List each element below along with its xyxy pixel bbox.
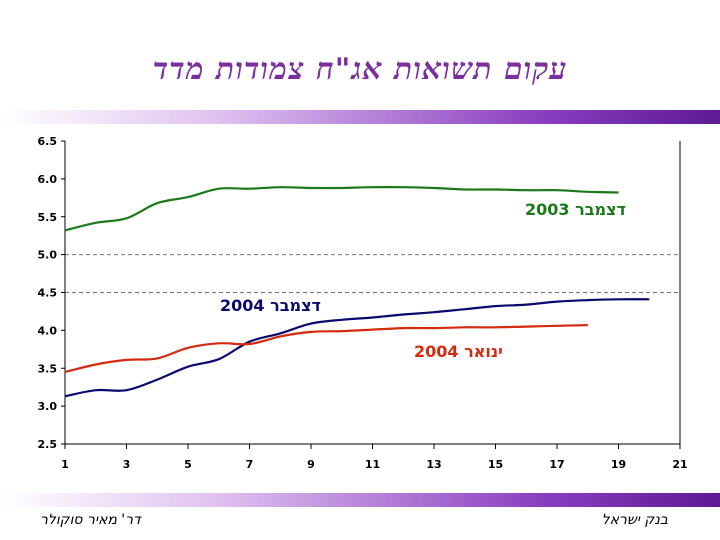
- series-line-jan-2004: [64, 324, 588, 374]
- top-decorative-bar: [0, 110, 720, 124]
- y-tick-label: 4.5: [38, 287, 58, 300]
- x-tick-label: 5: [184, 458, 192, 471]
- y-tick-label: 6.0: [38, 173, 58, 186]
- y-tick-label: 3.0: [38, 400, 58, 413]
- x-tick-label: 3: [123, 458, 131, 471]
- x-tick-label: 21: [672, 458, 687, 471]
- series-line-dec-2003: [64, 186, 619, 232]
- x-tick-label: 19: [611, 458, 626, 471]
- x-tick-label: 1: [61, 458, 69, 471]
- series-label-dec-2003: דצמבר 2003: [525, 200, 626, 219]
- series-label-dec-2004: דצמבר 2004: [220, 296, 321, 315]
- bottom-decorative-bar: [0, 493, 720, 507]
- x-tick-label: 13: [426, 458, 441, 471]
- series-line-dec-2004: [64, 298, 650, 398]
- x-tick-label: 15: [488, 458, 503, 471]
- y-tick-label: 4.0: [38, 324, 58, 337]
- y-tick-label: 3.5: [38, 362, 58, 375]
- y-tick-label: 2.5: [38, 438, 58, 451]
- y-tick-label: 5.5: [38, 211, 58, 224]
- x-tick-label: 11: [365, 458, 380, 471]
- footer-author: דר' מאיר סוקולר: [40, 512, 141, 528]
- y-tick-label: 5.0: [38, 249, 58, 262]
- y-tick-label: 6.5: [38, 135, 58, 148]
- footer-organization: בנק ישראל: [601, 512, 668, 528]
- x-tick-label: 7: [246, 458, 254, 471]
- x-tick-label: 17: [549, 458, 564, 471]
- slide-title: עקום תשואות אג"ח צמודות מדד: [152, 52, 568, 87]
- series-label-jan-2004: ינואר 2004: [414, 342, 503, 361]
- x-tick-label: 9: [307, 458, 315, 471]
